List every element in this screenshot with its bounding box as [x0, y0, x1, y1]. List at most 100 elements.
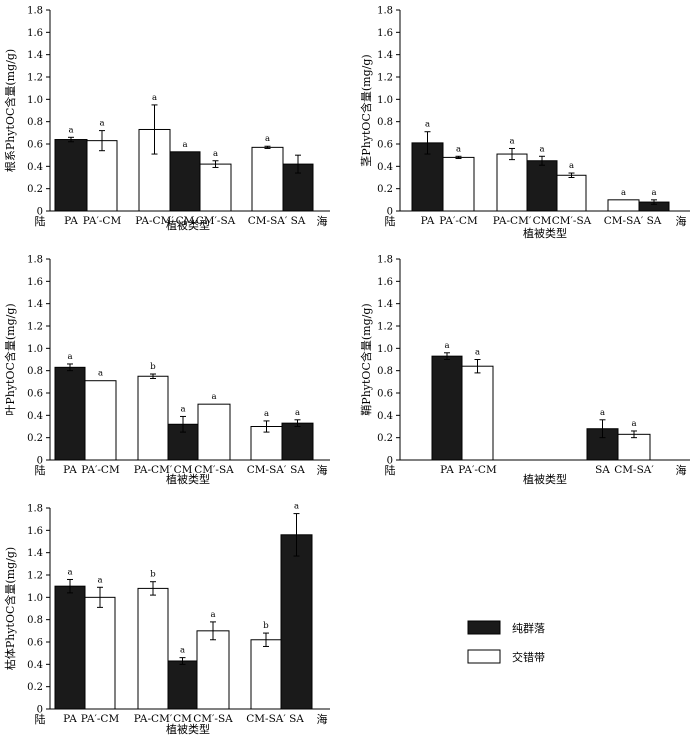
x-tick-label: PA [421, 215, 435, 227]
x-tick-label: PA [64, 215, 78, 227]
y-tick-label: 1.2 [27, 322, 43, 333]
x-tick-label: CM′-SA [196, 215, 236, 227]
bar-ecotone [137, 587, 169, 710]
bar-pure [281, 422, 314, 461]
bar-ecotone [86, 140, 118, 212]
y-tick-label: 0.2 [27, 433, 43, 444]
y-tick-label: 1.8 [27, 6, 43, 17]
y-tick-label: 0.8 [27, 117, 43, 128]
significance-letter: b [150, 362, 156, 372]
y-tick-label: 1.6 [377, 277, 393, 288]
significance-letter: a [444, 341, 449, 351]
significance-letter: a [621, 188, 626, 198]
sea-marker: 海 [676, 463, 687, 477]
y-tick-label: 0.4 [27, 660, 43, 671]
significance-letter: a [180, 404, 185, 414]
significance-letter: a [651, 188, 656, 198]
panel-sheath: 0 0.2 0.4 0.6 0.8 1.0 1.2 1.4 1.6 1.8 鞘PhytOC含量(mg… [359, 255, 690, 486]
significance-letter: a [98, 369, 103, 379]
y-tick-label: 1.4 [27, 548, 43, 559]
significance-letter: a [600, 408, 605, 418]
land-marker: 陆 [35, 712, 46, 726]
y-tick-label: 0.8 [27, 366, 43, 377]
bar-ecotone [250, 639, 282, 710]
legend-swatch-pure [467, 620, 501, 635]
y-tick-label: 0 [37, 705, 43, 716]
significance-letter: a [539, 144, 544, 154]
x-axis-title: 植被类型 [166, 218, 210, 232]
y-tick-label: 0 [37, 207, 43, 218]
x-tick-label: CM [173, 713, 192, 725]
x-tick-label: CM [174, 464, 193, 476]
x-tick-label: PA-CM′ [493, 215, 532, 227]
significance-letter: a [180, 646, 185, 656]
bar-pure [169, 151, 201, 212]
y-tick-label: 1.2 [27, 571, 43, 582]
significance-letter: a [456, 144, 461, 154]
y-tick-label: 0.2 [27, 184, 43, 195]
x-tick-label: PA-CM′ [135, 215, 174, 227]
x-tick-label: PA-CM′ [134, 464, 173, 476]
y-tick-label: 1.0 [27, 344, 43, 355]
y-tick-label: 0.6 [27, 140, 43, 151]
x-tick-label: SA [291, 215, 306, 227]
bar-pure [526, 160, 558, 212]
significance-letter: a [631, 419, 636, 429]
x-tick-label: PA [63, 464, 77, 476]
bar-ecotone [461, 365, 494, 461]
significance-letter: a [210, 610, 215, 620]
y-tick-label: 1.4 [377, 50, 393, 61]
y-tick-label: 1.2 [377, 73, 393, 84]
y-tick-label: 0.4 [377, 162, 393, 173]
bar-pure [167, 660, 198, 710]
significance-letter: a [294, 502, 299, 512]
significance-letter: b [263, 621, 269, 631]
legend-label-pure: 纯群落 [512, 621, 545, 635]
y-tick-label: 0.6 [27, 638, 43, 649]
x-axis-title: 植被类型 [166, 722, 210, 736]
sea-marker: 海 [317, 463, 328, 477]
x-tick-label: PA′-CM [458, 464, 497, 476]
x-tick-label: CM-SA′ [246, 713, 286, 725]
panel-root: 0 0.2 0.4 0.6 0.8 1.0 1.2 1.4 1.6 1.8 根系PhytOC含量(m… [3, 6, 330, 232]
y-tick-label: 1.0 [27, 95, 43, 106]
y-axis-title: 叶PhytOC含量(mg/g) [3, 303, 17, 415]
y-tick-label: 0.8 [377, 366, 393, 377]
panel-leaf: 0 0.2 0.4 0.6 0.8 1.0 1.2 1.4 1.6 1.8 叶PhytOC含量(mg… [3, 255, 330, 486]
land-marker: 陆 [385, 463, 396, 477]
y-tick-label: 1.8 [27, 255, 43, 266]
x-tick-label: CM′-SA [552, 215, 592, 227]
sea-marker: 海 [676, 214, 687, 228]
y-tick-label: 1.0 [377, 95, 393, 106]
bar-pure [54, 139, 88, 212]
y-tick-label: 0.6 [27, 389, 43, 400]
x-tick-label: PA [63, 713, 77, 725]
y-tick-label: 0.2 [27, 682, 43, 693]
y-tick-label: 0 [37, 456, 43, 467]
y-tick-label: 0.8 [377, 117, 393, 128]
y-tick-label: 1.6 [377, 28, 393, 39]
significance-letter: a [97, 575, 102, 585]
y-tick-label: 1.2 [377, 322, 393, 333]
y-tick-label: 1.4 [377, 299, 393, 310]
significance-letter: a [509, 136, 514, 146]
x-axis-title: 植被类型 [523, 472, 567, 486]
significance-letter: a [425, 120, 430, 130]
bar-pure [54, 366, 86, 461]
y-axis-title: 茎PhytOC含量(mg/g) [359, 54, 373, 166]
y-tick-label: 1.8 [377, 255, 393, 266]
y-axis-title: 鞘PhytOC含量(mg/g) [359, 303, 373, 415]
x-tick-label: CM-SA′ [614, 464, 654, 476]
bar-ecotone [199, 163, 232, 212]
y-axis-title: 枯体PhytOC含量(mg/g) [3, 547, 17, 670]
x-tick-label: PA′-CM [81, 464, 120, 476]
bar-ecotone [84, 380, 117, 461]
significance-letter: a [264, 409, 269, 419]
bar-pure [280, 534, 313, 710]
y-tick-label: 0.4 [377, 411, 393, 422]
panel-litter: 0 0.2 0.4 0.6 0.8 1.0 1.2 1.4 1.6 1.8 枯体PhytOC含量(m… [3, 502, 330, 736]
land-marker: 陆 [385, 214, 396, 228]
y-tick-label: 1.6 [27, 277, 43, 288]
bar-pure [54, 585, 86, 710]
